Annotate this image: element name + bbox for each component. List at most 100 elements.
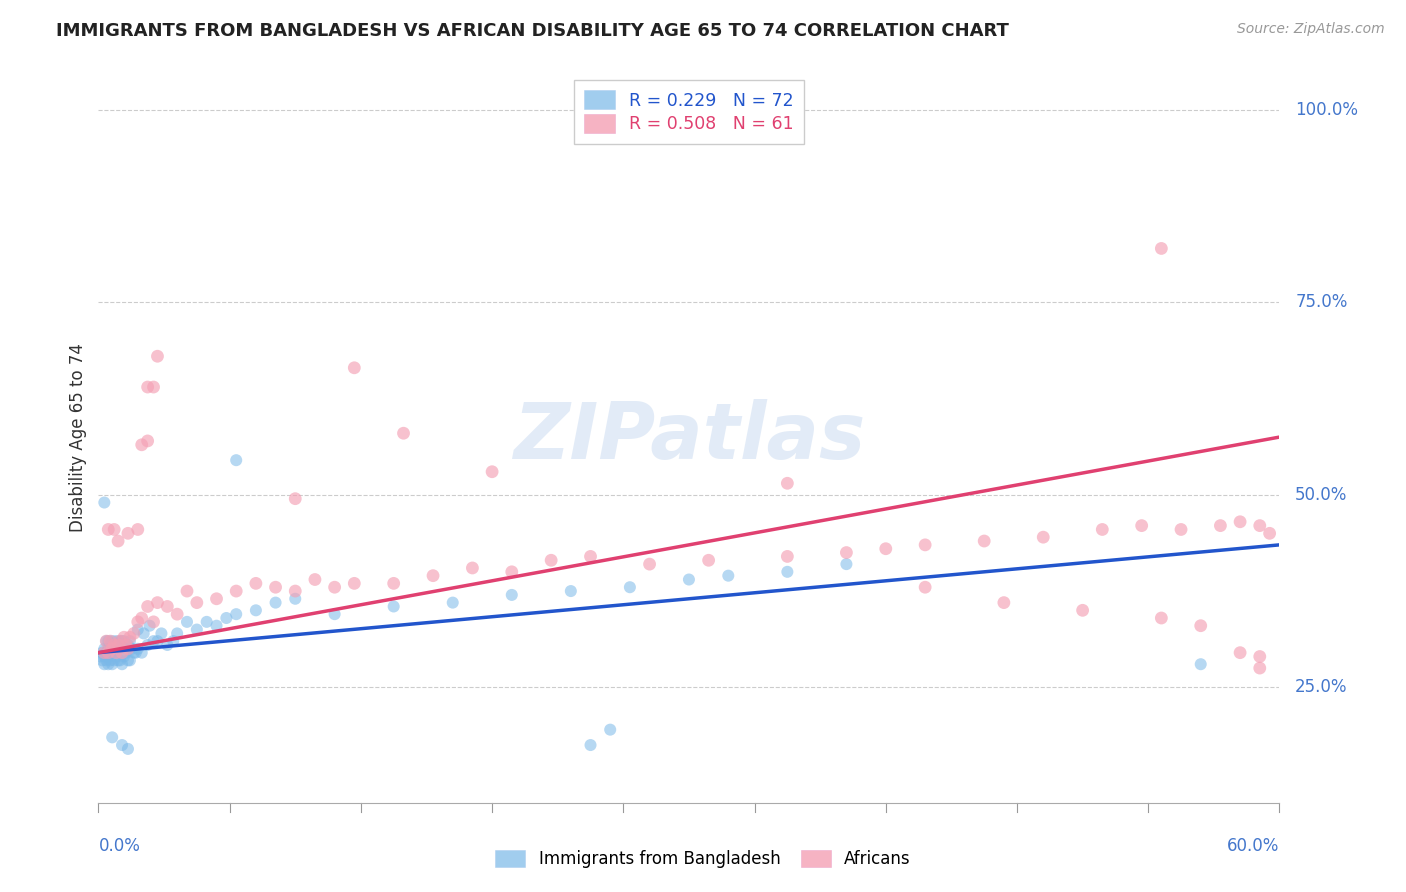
Point xyxy=(225,453,247,467)
Point xyxy=(101,641,124,656)
Point xyxy=(111,738,134,752)
Point xyxy=(150,626,173,640)
Point xyxy=(91,646,114,660)
Point xyxy=(343,360,366,375)
Point xyxy=(697,553,720,567)
Point xyxy=(776,565,799,579)
Point xyxy=(97,649,120,664)
Point xyxy=(323,607,346,622)
Point xyxy=(225,584,247,599)
Point xyxy=(111,634,134,648)
Point xyxy=(146,634,169,648)
Point xyxy=(501,588,523,602)
Point xyxy=(619,580,641,594)
Point xyxy=(156,599,179,614)
Point xyxy=(1189,618,1212,632)
Point xyxy=(284,491,307,506)
Point xyxy=(382,599,405,614)
Point xyxy=(205,618,228,632)
Point xyxy=(103,646,125,660)
Point xyxy=(195,615,218,629)
Point xyxy=(166,626,188,640)
Point xyxy=(117,653,139,667)
Point xyxy=(108,634,131,648)
Text: 25.0%: 25.0% xyxy=(1295,678,1348,697)
Point xyxy=(105,649,128,664)
Point xyxy=(776,549,799,564)
Point xyxy=(284,584,307,599)
Point xyxy=(117,638,139,652)
Point xyxy=(103,653,125,667)
Point xyxy=(122,626,145,640)
Point xyxy=(638,557,661,571)
Point xyxy=(678,573,700,587)
Point xyxy=(136,380,159,394)
Point xyxy=(1229,515,1251,529)
Point xyxy=(264,580,287,594)
Point xyxy=(108,634,131,648)
Point xyxy=(115,638,138,652)
Y-axis label: Disability Age 65 to 74: Disability Age 65 to 74 xyxy=(69,343,87,532)
Point xyxy=(717,568,740,582)
Point xyxy=(343,576,366,591)
Point xyxy=(1249,661,1271,675)
Point xyxy=(245,576,267,591)
Point xyxy=(1150,611,1173,625)
Point xyxy=(96,634,118,648)
Point xyxy=(127,641,149,656)
Point xyxy=(461,561,484,575)
Point xyxy=(136,638,159,652)
Point xyxy=(93,657,115,672)
Point xyxy=(108,653,131,667)
Point xyxy=(441,596,464,610)
Point xyxy=(560,584,582,599)
Point xyxy=(131,646,153,660)
Point xyxy=(1189,657,1212,672)
Point xyxy=(117,641,139,656)
Point xyxy=(146,349,169,363)
Point xyxy=(107,638,129,652)
Point xyxy=(112,649,135,664)
Point xyxy=(138,618,160,632)
Point xyxy=(973,534,995,549)
Point xyxy=(186,623,208,637)
Point xyxy=(166,607,188,622)
Point xyxy=(93,646,115,660)
Point xyxy=(105,646,128,660)
Text: 0.0%: 0.0% xyxy=(98,838,141,855)
Point xyxy=(98,653,121,667)
Point xyxy=(914,580,936,594)
Point xyxy=(101,646,124,660)
Point xyxy=(835,545,858,559)
Point xyxy=(142,634,165,648)
Point xyxy=(96,646,118,660)
Point xyxy=(89,649,111,664)
Point xyxy=(98,634,121,648)
Point xyxy=(97,634,120,648)
Point xyxy=(93,641,115,656)
Text: ZIPatlas: ZIPatlas xyxy=(513,399,865,475)
Point xyxy=(136,599,159,614)
Text: IMMIGRANTS FROM BANGLADESH VS AFRICAN DISABILITY AGE 65 TO 74 CORRELATION CHART: IMMIGRANTS FROM BANGLADESH VS AFRICAN DI… xyxy=(56,22,1010,40)
Point xyxy=(127,523,149,537)
Point xyxy=(103,523,125,537)
Point xyxy=(131,611,153,625)
Point xyxy=(176,615,198,629)
Point xyxy=(127,623,149,637)
Point xyxy=(93,649,115,664)
Point xyxy=(599,723,621,737)
Point xyxy=(111,657,134,672)
Point xyxy=(101,657,124,672)
Point xyxy=(382,576,405,591)
Point xyxy=(101,731,124,745)
Point xyxy=(105,634,128,648)
Point xyxy=(481,465,503,479)
Point xyxy=(91,653,114,667)
Point xyxy=(96,634,118,648)
Text: 50.0%: 50.0% xyxy=(1295,486,1347,504)
Point xyxy=(115,646,138,660)
Point xyxy=(422,568,444,582)
Point xyxy=(284,591,307,606)
Point xyxy=(914,538,936,552)
Point xyxy=(162,634,184,648)
